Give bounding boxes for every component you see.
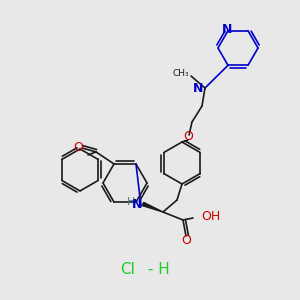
Text: O: O <box>183 130 193 143</box>
Text: - H: - H <box>143 262 170 278</box>
Text: N: N <box>193 82 203 94</box>
Text: H: H <box>127 197 135 207</box>
Text: N: N <box>222 23 232 36</box>
Text: O: O <box>181 235 191 248</box>
Text: OH: OH <box>201 211 220 224</box>
Text: N: N <box>132 199 142 212</box>
Text: Cl: Cl <box>121 262 135 278</box>
Polygon shape <box>142 202 163 212</box>
Text: CH₃: CH₃ <box>172 70 189 79</box>
Text: O: O <box>73 141 83 154</box>
